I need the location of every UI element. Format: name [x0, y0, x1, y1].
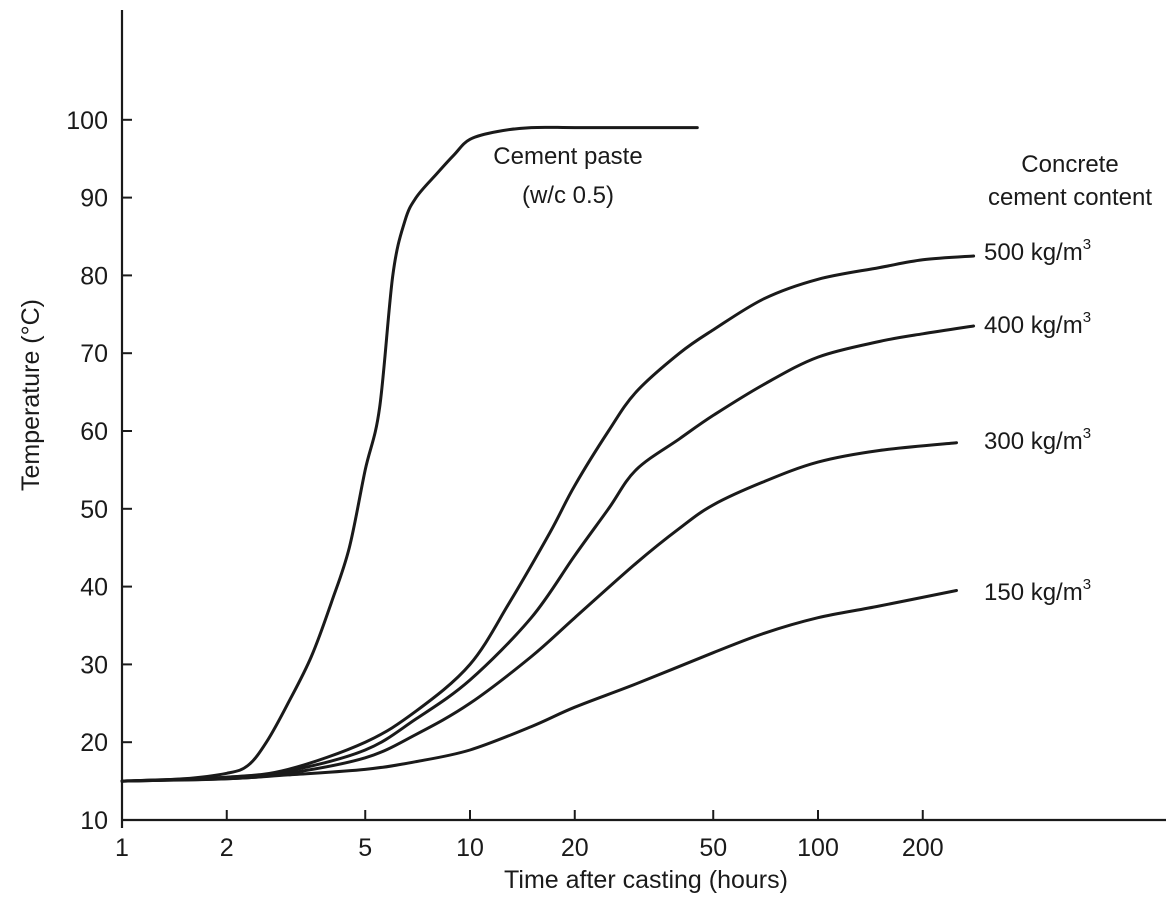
y-tick-label: 40: [80, 574, 108, 602]
cement-content-header-label: cement content: [988, 184, 1152, 211]
curve-paste: [120, 125, 699, 783]
x-tick-label: 200: [902, 834, 944, 862]
y-tick-label: 20: [80, 729, 108, 757]
curve-c500: [120, 254, 976, 783]
curve-c150: [120, 589, 958, 783]
y-tick-label: 90: [80, 185, 108, 213]
axes: [120, 10, 1166, 828]
y-tick-label: 80: [80, 262, 108, 290]
series-label-c300: 300 kg/m3: [984, 425, 1091, 455]
cement-paste-wc-label: (w/c 0.5): [522, 182, 614, 209]
y-tick-label: 30: [80, 651, 108, 679]
series-label-c150: 150 kg/m3: [984, 576, 1091, 606]
series-labels: 500 kg/m3 400 kg/m3 300 kg/m3 150 kg/m3: [984, 236, 1091, 606]
x-tick-label: 20: [561, 834, 589, 862]
x-tick-label: 1: [115, 834, 129, 862]
x-tick-label: 100: [797, 834, 839, 862]
x-axis-title: Time after casting (hours): [504, 866, 788, 894]
x-tick-label: 5: [358, 834, 372, 862]
y-tick-label: 100: [66, 107, 108, 135]
y-tick-label: 70: [80, 340, 108, 368]
y-tick-label: 50: [80, 496, 108, 524]
curve-c400: [120, 324, 976, 783]
series-label-c400: 400 kg/m3: [984, 309, 1091, 339]
x-tick-label: 2: [220, 834, 234, 862]
x-tick-label: 10: [456, 834, 484, 862]
y-tick-label: 10: [80, 807, 108, 835]
y-axis-title: Temperature (°C): [17, 299, 45, 491]
curve-c300: [120, 441, 958, 783]
concrete-header-label: Concrete: [1021, 151, 1118, 178]
y-tick-label: 60: [80, 418, 108, 446]
series-label-c500: 500 kg/m3: [984, 236, 1091, 266]
cement-paste-label: Cement paste: [493, 143, 642, 170]
y-ticks: 10 20 30 40 50 60 70 80 90 100: [66, 107, 132, 835]
x-tick-label: 50: [699, 834, 727, 862]
x-ticks: 1 2 5 10 20 50 100 200: [115, 810, 944, 862]
curves: [120, 125, 976, 783]
